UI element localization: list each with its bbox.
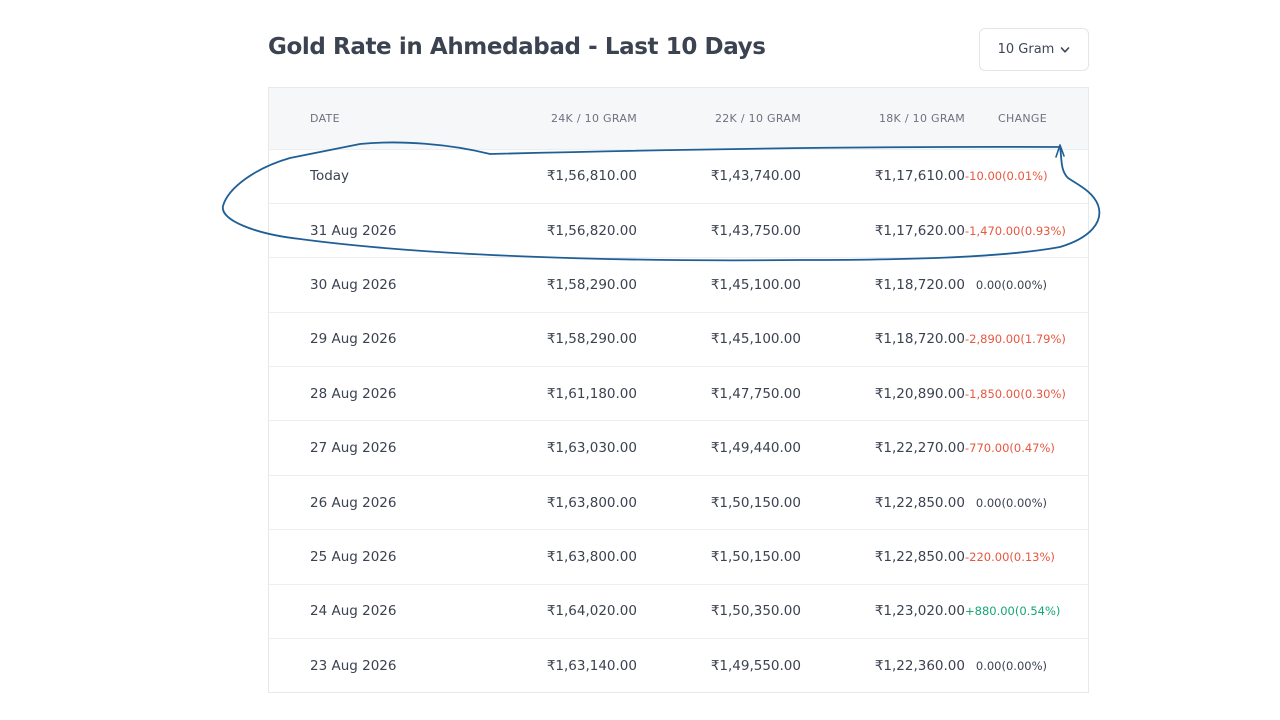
table-row: 27 Aug 2026 ₹1,63,030.00 ₹1,49,440.00 ₹1,22… <box>269 420 1088 476</box>
cell-18k: ₹1,18,720.00 <box>801 312 965 368</box>
cell-date: Today <box>269 149 500 204</box>
cell-24k: ₹1,63,800.00 <box>500 475 637 531</box>
cell-date: 27 Aug 2026 <box>269 420 500 476</box>
cell-date: 29 Aug 2026 <box>269 312 500 368</box>
cell-18k: ₹1,22,270.00 <box>801 420 965 476</box>
cell-18k: ₹1,22,850.00 <box>801 475 965 531</box>
table-row: 26 Aug 2026 ₹1,63,800.00 ₹1,50,150.00 ₹1,22… <box>269 475 1088 531</box>
cell-22k: ₹1,50,350.00 <box>637 584 801 640</box>
cell-24k: ₹1,63,800.00 <box>500 529 637 585</box>
chevron-down-icon <box>1061 46 1070 53</box>
cell-18k: ₹1,17,610.00 <box>801 149 965 204</box>
page-title: Gold Rate in Ahmedabad - Last 10 Days <box>268 34 766 60</box>
cell-24k: ₹1,56,820.00 <box>500 203 637 259</box>
cell-18k: ₹1,18,720.00 <box>801 257 965 313</box>
table-row: 29 Aug 2026 ₹1,58,290.00 ₹1,45,100.00 ₹1,18… <box>269 312 1088 368</box>
cell-22k: ₹1,47,750.00 <box>637 366 801 422</box>
cell-24k: ₹1,58,290.00 <box>500 257 637 313</box>
header-change: CHANGE <box>965 88 1088 150</box>
cell-change: -770.00(0.47%) <box>965 420 1088 476</box>
header-18k: 18K / 10 GRAM <box>801 88 965 150</box>
cell-change: 0.00(0.00%) <box>975 658 1047 673</box>
cell-date: 31 Aug 2026 <box>269 203 500 259</box>
cell-date: 25 Aug 2026 <box>269 529 500 585</box>
cell-22k: ₹1,50,150.00 <box>637 529 801 585</box>
cell-date: 23 Aug 2026 <box>310 657 397 674</box>
unit-dropdown[interactable]: 10 Gram <box>979 28 1089 71</box>
header-22k: 22K / 10 GRAM <box>637 88 801 150</box>
table-row: 28 Aug 2026 ₹1,61,180.00 ₹1,47,750.00 ₹1,20… <box>269 366 1088 422</box>
cell-24k: ₹1,61,180.00 <box>500 366 637 422</box>
header-24k: 24K / 10 GRAM <box>500 88 637 150</box>
cell-22k: ₹1,45,100.00 <box>637 312 801 368</box>
cell-22k: ₹1,43,740.00 <box>637 149 801 204</box>
cell-date: 28 Aug 2026 <box>269 366 500 422</box>
cell-change: -220.00(0.13%) <box>965 529 1088 585</box>
cell-change: 0.00(0.00%) <box>965 257 1088 313</box>
cell-date: 26 Aug 2026 <box>269 475 500 531</box>
cell-18k: ₹1,22,850.00 <box>801 529 965 585</box>
cell-18k: ₹1,20,890.00 <box>801 366 965 422</box>
cell-18k: ₹1,22,360.00 <box>874 657 965 674</box>
cell-22k: ₹1,45,100.00 <box>637 257 801 313</box>
table-header-row: DATE 24K / 10 GRAM 22K / 10 GRAM 18K / 1… <box>269 88 1088 150</box>
cell-change: -10.00(0.01%) <box>965 149 1088 204</box>
cell-24k: ₹1,56,810.00 <box>500 149 637 204</box>
table-row: 30 Aug 2026 ₹1,58,290.00 ₹1,45,100.00 ₹1,18… <box>269 257 1088 313</box>
cell-change: +880.00(0.54%) <box>965 584 1088 640</box>
cell-date: 24 Aug 2026 <box>269 584 500 640</box>
table-row: 23 Aug 2026 ₹1,63,140.00 ₹1,49,550.00 ₹1,22… <box>269 639 1088 693</box>
table-row: Today ₹1,56,810.00 ₹1,43,740.00 ₹1,17,610.0… <box>269 149 1088 204</box>
cell-24k: ₹1,58,290.00 <box>500 312 637 368</box>
cell-22k: ₹1,49,440.00 <box>637 420 801 476</box>
header-date: DATE <box>269 88 500 150</box>
gold-rate-table: DATE 24K / 10 GRAM 22K / 10 GRAM 18K / 1… <box>268 87 1089 693</box>
cell-change: -1,470.00(0.93%) <box>965 203 1088 259</box>
cell-22k: ₹1,43,750.00 <box>637 203 801 259</box>
cell-22k: ₹1,50,150.00 <box>637 475 801 531</box>
table-row: 25 Aug 2026 ₹1,63,800.00 ₹1,50,150.00 ₹1,22… <box>269 529 1088 585</box>
cell-18k: ₹1,23,020.00 <box>801 584 965 640</box>
table-row: 24 Aug 2026 ₹1,64,020.00 ₹1,50,350.00 ₹1,23… <box>269 584 1088 640</box>
cell-24k: ₹1,64,020.00 <box>500 584 637 640</box>
cell-change: -1,850.00(0.30%) <box>965 366 1088 422</box>
cell-24k: ₹1,63,140.00 <box>546 657 637 674</box>
cell-18k: ₹1,17,620.00 <box>801 203 965 259</box>
cell-change: 0.00(0.00%) <box>965 475 1088 531</box>
table-row: 31 Aug 2026 ₹1,56,820.00 ₹1,43,750.00 ₹1,17… <box>269 203 1088 259</box>
cell-change: -2,890.00(1.79%) <box>965 312 1088 368</box>
cell-date: 30 Aug 2026 <box>269 257 500 313</box>
cell-22k: ₹1,49,550.00 <box>710 657 801 674</box>
unit-dropdown-value: 10 Gram <box>997 42 1055 57</box>
cell-24k: ₹1,63,030.00 <box>500 420 637 476</box>
